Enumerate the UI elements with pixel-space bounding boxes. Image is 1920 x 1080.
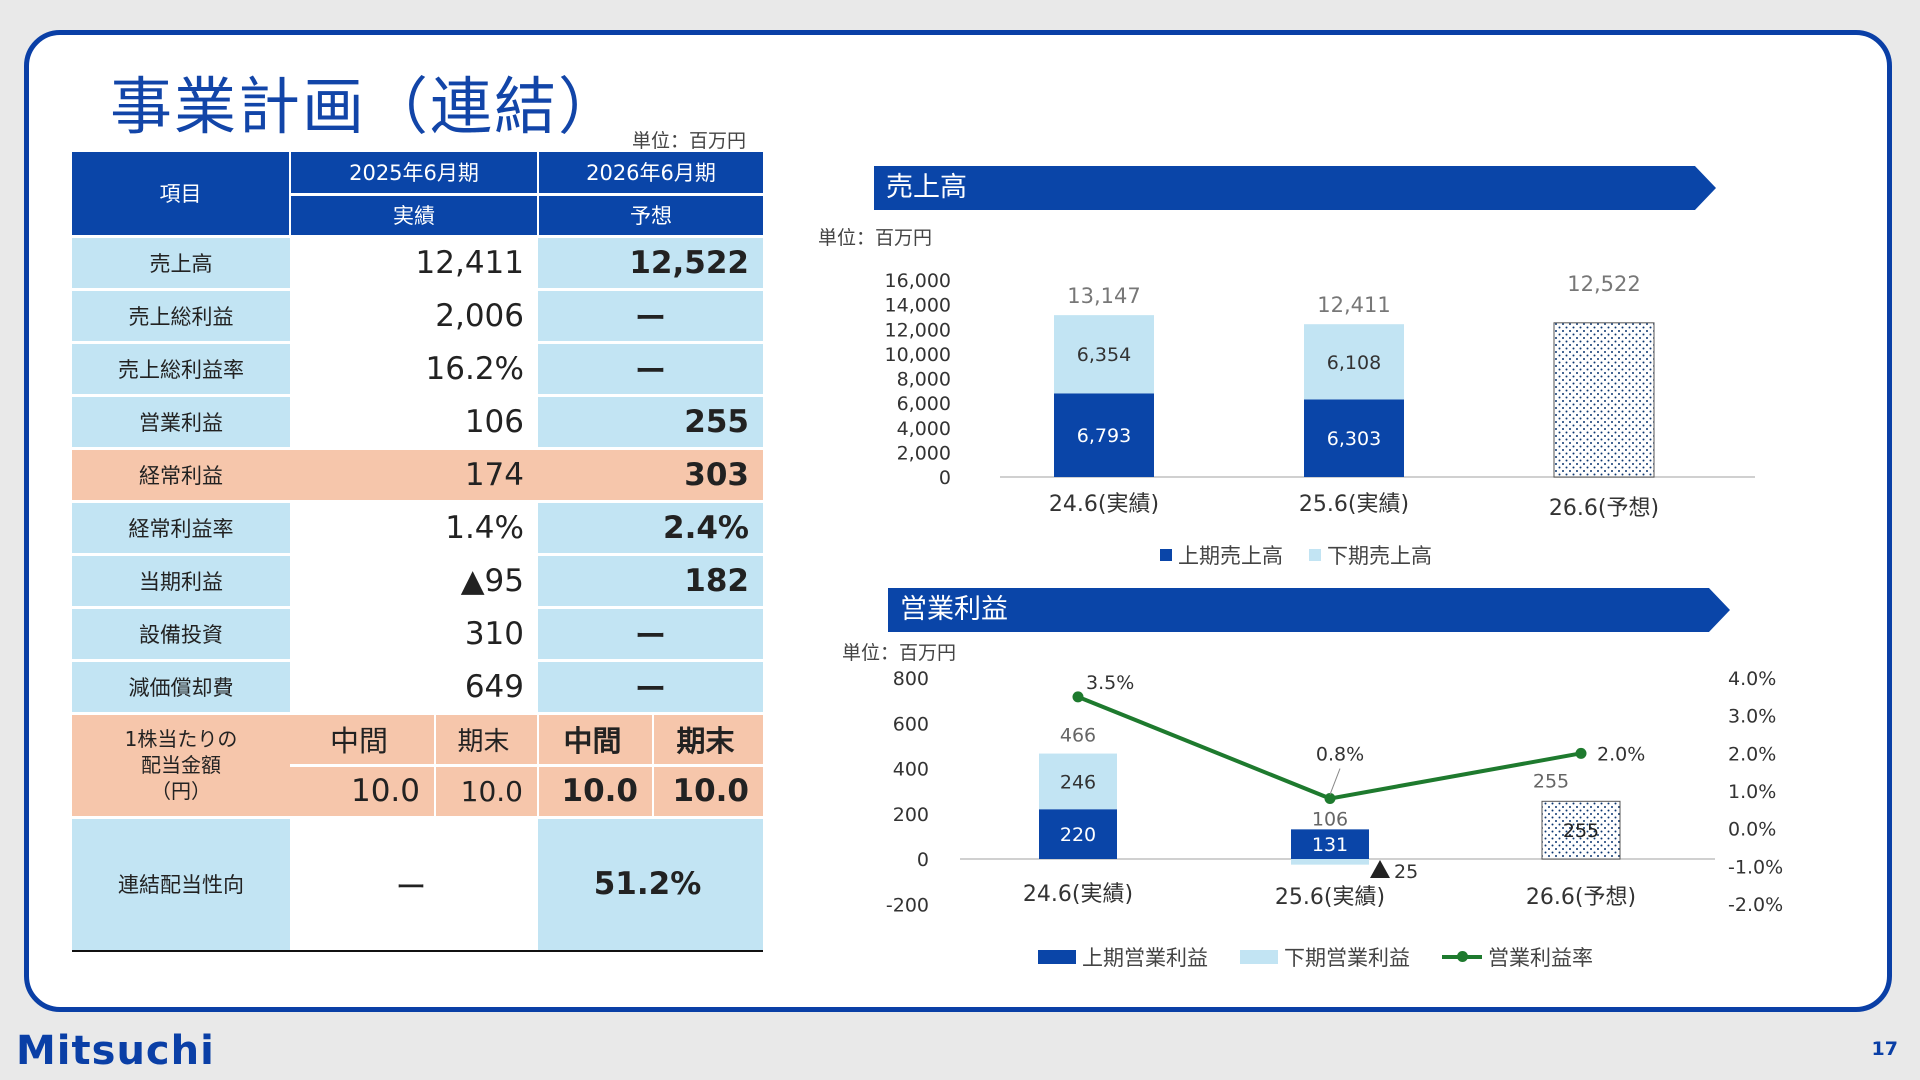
row-actual: 106 (290, 395, 538, 450)
table-row: 経常利益率 1.4% 2.4% (72, 501, 763, 556)
row-forecast: 2.4% (538, 501, 763, 556)
dividend-forecast-interim: 10.0 (537, 765, 653, 819)
sales-legend-h1-swatch (1160, 549, 1172, 561)
header-actual-type: 実績 (289, 194, 538, 238)
row-forecast: ー (538, 606, 763, 662)
row-forecast: 182 (538, 554, 763, 609)
row-label: 売上高 (72, 236, 290, 291)
row-forecast: 12,522 (538, 236, 763, 291)
table-row: 売上総利益率 16.2% ー (72, 342, 763, 397)
sales-legend-h2-label: 下期売上高 (1327, 544, 1432, 568)
dividend-actual-yearend: 10.0 (434, 765, 538, 819)
page-title: 事業計画（連結） (110, 70, 623, 143)
row-label: 営業利益 (72, 395, 290, 450)
profit-legend-h2-swatch (1240, 950, 1278, 964)
sales-legend: 上期売上高 下期売上高 (1160, 540, 1432, 570)
profit-chart-unit: 単位：百万円 (842, 642, 957, 664)
dividend-actual-interim: 10.0 (290, 765, 435, 819)
profit-legend-h1-label: 上期営業利益 (1082, 946, 1208, 970)
table-row: 売上総利益 2,006 ー (72, 289, 763, 344)
dividend-actual-yearend-label: 期末 (434, 712, 538, 767)
row-actual: 1.4% (290, 501, 538, 556)
row-actual: 310 (290, 606, 538, 662)
row-actual: 12,411 (290, 236, 538, 291)
table-row: 経常利益 174 303 (72, 448, 763, 503)
row-actual: 649 (290, 660, 538, 715)
table-row: 設備投資 310 ー (72, 606, 763, 662)
sales-legend-h1-label: 上期売上高 (1178, 544, 1283, 568)
row-label: 経常利益 (72, 448, 290, 503)
profit-legend-line-label: 営業利益率 (1488, 946, 1593, 970)
profit-legend-h2-label: 下期営業利益 (1284, 946, 1410, 970)
sales-legend-h2-swatch (1309, 549, 1321, 561)
profit-legend-h1-swatch (1038, 950, 1076, 964)
payout-forecast: 51.2% (538, 816, 763, 952)
header-forecast-period: 2026年6月期 (537, 152, 763, 196)
row-forecast: ー (538, 342, 763, 397)
table-row: 減価償却費 649 ー (72, 660, 763, 715)
row-actual: 16.2% (290, 342, 538, 397)
dividend-forecast-yearend: 10.0 (652, 765, 763, 819)
dividend-forecast-interim-label: 中間 (537, 712, 653, 767)
payout-label: 連結配当性向 (72, 816, 290, 952)
row-actual: ▲95 (290, 554, 538, 609)
plan-table: 項目 2025年6月期 2026年6月期 実績 予想 売上高 12,411 12… (72, 152, 763, 952)
row-forecast: ー (538, 660, 763, 715)
profit-chart-title: 営業利益 (888, 588, 1730, 632)
row-label: 設備投資 (72, 606, 290, 662)
dividend-label: 1株当たりの 配当金額 （円） (72, 712, 290, 819)
header-actual-period: 2025年6月期 (289, 152, 538, 196)
row-actual: 2,006 (290, 289, 538, 344)
row-label: 経常利益率 (72, 501, 290, 556)
payout-actual: ー (290, 816, 538, 952)
sales-chart-unit: 単位：百万円 (818, 227, 933, 249)
dividend-header-row: 1株当たりの 配当金額 （円） 中間 期末 中間 期末 (72, 712, 763, 819)
dividend-actual-interim-label: 中間 (290, 712, 435, 767)
header-item: 項目 (72, 152, 290, 238)
dividend-forecast-yearend-label: 期末 (652, 712, 763, 767)
row-label: 売上総利益率 (72, 342, 290, 397)
table-row: 営業利益 106 255 (72, 395, 763, 450)
profit-legend: 上期営業利益 下期営業利益 営業利益率 (1038, 942, 1593, 972)
row-label: 売上総利益 (72, 289, 290, 344)
table-row: 売上高 12,411 12,522 (72, 236, 763, 291)
table-unit: 単位：百万円 (632, 130, 747, 152)
row-forecast: 303 (538, 448, 763, 503)
payout-row: 連結配当性向 ー 51.2% (72, 816, 763, 952)
page-number: 17 (1871, 1038, 1898, 1060)
table-row: 当期利益 ▲95 182 (72, 554, 763, 609)
header-forecast-type: 予想 (537, 194, 763, 238)
dividend-value-row: 10.0 10.0 10.0 10.0 (72, 765, 763, 819)
sales-chart-title: 売上高 (874, 166, 1716, 210)
row-forecast: 255 (538, 395, 763, 450)
company-logo: Mitsuchi (16, 1028, 215, 1074)
profit-legend-line-swatch (1442, 951, 1482, 962)
row-actual: 174 (290, 448, 538, 503)
row-label: 減価償却費 (72, 660, 290, 715)
row-label: 当期利益 (72, 554, 290, 609)
row-forecast: ー (538, 289, 763, 344)
